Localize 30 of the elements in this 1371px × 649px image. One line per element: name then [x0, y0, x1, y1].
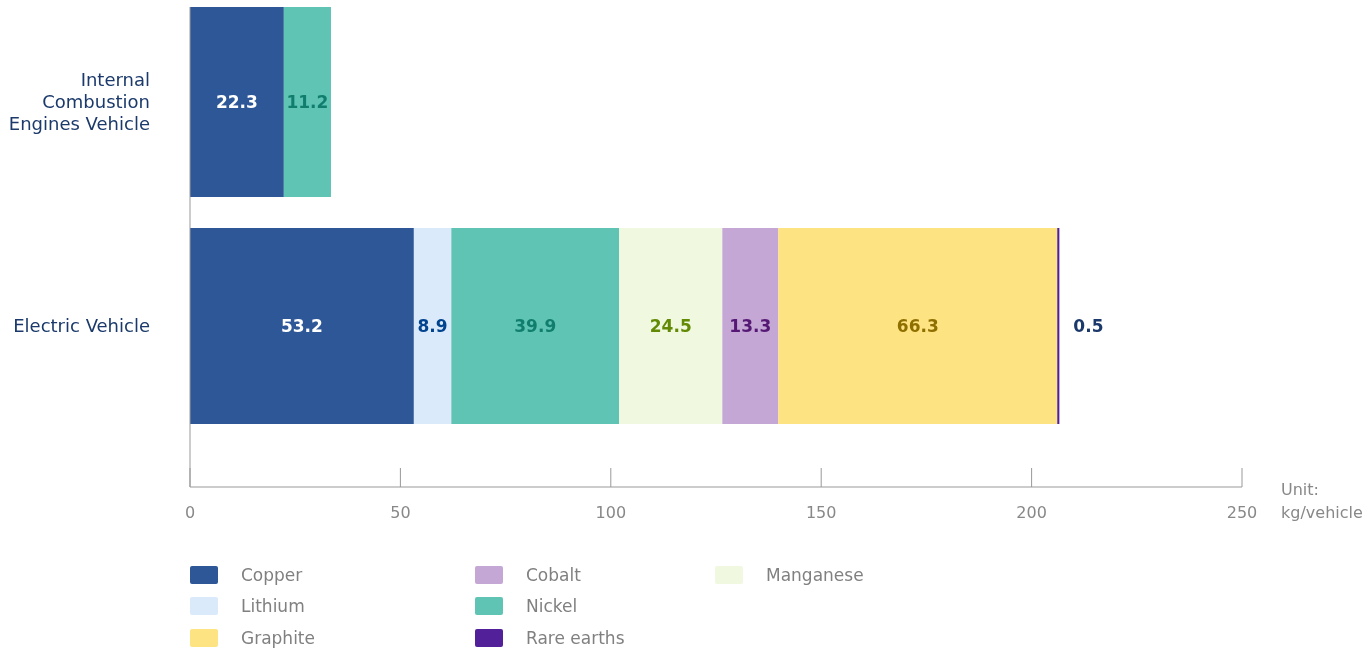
data-label: 11.2: [286, 91, 329, 112]
legend-label: Graphite: [241, 627, 315, 648]
x-tick-label: 50: [390, 503, 411, 522]
data-label: 8.9: [417, 315, 448, 336]
data-label: 13.3: [729, 315, 772, 336]
x-tick-label: 100: [595, 503, 627, 522]
x-tick-label: 0: [184, 503, 196, 522]
y-tick-label: Internal Combustion Engines Vehicle: [8, 69, 150, 135]
legend-label: Manganese: [766, 564, 864, 585]
data-label: 53.2: [280, 315, 323, 336]
legend-label: Cobalt: [526, 564, 582, 585]
x-tick-label: 250: [1226, 503, 1258, 522]
bar: [619, 228, 723, 424]
y-tick-label: Electric Vehicle: [13, 315, 150, 337]
bar: [722, 228, 779, 424]
x-tick-label: 200: [1016, 503, 1047, 522]
data-label: 24.5: [649, 315, 692, 336]
data-label: 66.3: [896, 315, 939, 336]
bar: [413, 228, 452, 424]
legend-label: Nickel: [526, 595, 578, 616]
bar: [778, 228, 1058, 424]
bar: [1057, 228, 1060, 424]
data-label: 22.3: [215, 91, 258, 112]
data-label: 39.9: [514, 315, 557, 336]
legend-label: Lithium: [241, 595, 305, 616]
x-axis-title: Unit: kg/vehicle: [1281, 480, 1363, 522]
legend-label: Copper: [241, 564, 303, 585]
x-tick-label: 150: [805, 503, 837, 522]
data-label: 0.5: [1073, 315, 1104, 336]
legend-label: Rare earths: [526, 627, 625, 648]
